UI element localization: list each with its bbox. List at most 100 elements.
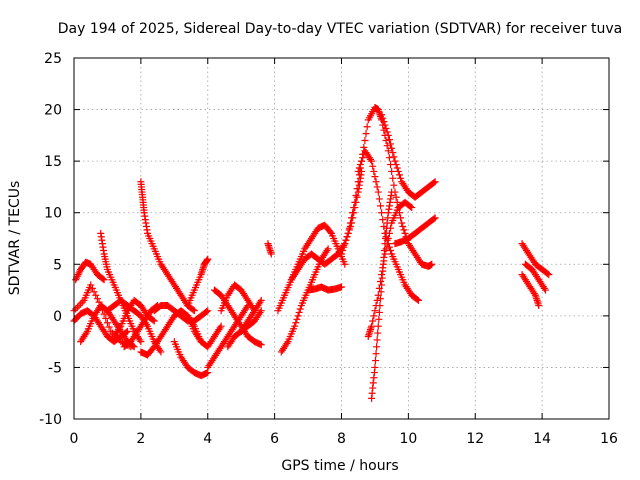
data-point [374,188,382,196]
data-point [157,348,165,356]
x-tick-label: 10 [399,431,417,447]
data-point [370,167,378,175]
data-point [393,198,401,206]
series-track-27 [368,188,396,402]
series-track-19 [237,296,265,335]
data-point [359,154,367,162]
data-point [73,272,81,280]
y-tick-label: 15 [44,154,62,170]
y-tick-label: -5 [48,360,62,376]
data-point [291,322,299,330]
series-track-12 [170,338,212,380]
data-point [339,247,347,255]
data-point [383,128,391,136]
data-point [392,161,400,169]
data-points [70,104,553,402]
data-point [326,228,334,236]
data-point [397,174,405,182]
data-point [102,314,110,322]
data-point [189,306,197,314]
data-point [387,247,395,255]
series-track-33 [518,271,543,310]
grid [74,58,609,419]
data-point [82,329,90,337]
data-point [292,319,300,327]
data-point [372,178,380,186]
data-point [371,363,379,371]
data-point [400,226,408,234]
data-point [392,193,400,201]
data-point [107,327,115,335]
y-tick-label: 20 [44,103,62,119]
data-point [373,183,381,191]
data-point [375,308,383,316]
data-point [389,174,397,182]
data-point [395,171,403,179]
data-point [393,164,401,172]
y-axis-label: SDTVAR / TECUs [7,181,23,296]
data-point [378,271,386,279]
data-point [535,302,543,310]
data-point [362,130,370,138]
data-point [257,341,265,349]
data-point [385,154,393,162]
data-point [374,329,382,337]
data-point [369,317,377,325]
data-point [390,181,398,189]
series-track-31 [518,240,553,279]
x-tick-label: 2 [136,431,145,447]
data-point [78,298,86,306]
data-point [377,202,385,210]
data-point [77,300,85,308]
data-point [399,222,407,230]
data-point [398,219,406,227]
data-point [385,136,393,144]
data-point [341,260,349,268]
data-point [390,153,398,161]
data-point [136,336,144,344]
data-point [354,178,362,186]
data-point [257,307,265,315]
data-point [190,307,198,315]
data-point [338,283,345,291]
data-point [381,121,389,129]
data-point [428,260,436,268]
data-point [430,215,438,223]
data-point [92,291,100,299]
data-point [363,123,371,131]
data-point [379,264,387,272]
data-point [295,308,303,316]
data-point [293,315,301,323]
data-point [391,157,399,165]
data-point [346,219,354,227]
data-point [371,307,379,315]
plot-frame [73,57,610,420]
data-point [99,275,107,283]
data-point [368,322,376,330]
data-point [377,277,385,285]
data-point [350,204,358,212]
data-point [343,233,351,241]
x-tick-label: 14 [533,431,551,447]
data-point [294,312,302,320]
data-point [341,240,349,248]
data-point [381,250,389,258]
data-point [382,137,390,145]
data-point [256,308,264,316]
data-point [408,204,416,212]
data-point [530,290,538,298]
y-tick-label: 25 [44,51,62,67]
data-point [401,229,409,237]
data-point [360,143,368,151]
data-point [105,323,113,331]
data-point [72,305,80,313]
data-point [373,296,381,304]
data-point [156,346,164,354]
data-point [379,216,387,224]
series-track-23 [287,167,366,284]
series-track-28 [364,198,416,340]
data-point [93,295,101,303]
data-point [544,270,552,278]
data-point [385,229,393,237]
